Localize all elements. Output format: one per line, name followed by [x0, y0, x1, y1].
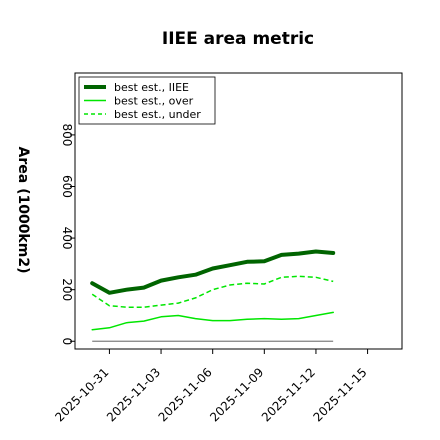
x-tick-label-4: 2025-11-12	[259, 365, 318, 424]
series-line-1	[91, 311, 334, 331]
x-tick-label-1: 2025-11-03	[104, 365, 163, 424]
x-tick-label-0: 2025-10-31	[52, 365, 111, 424]
chart-title: IIEE area metric	[162, 29, 314, 49]
x-tick-label-3: 2025-11-09	[207, 365, 266, 424]
series-line-2	[91, 275, 334, 308]
x-tick-label-2: 2025-11-06	[156, 365, 215, 424]
y-tick-label-4: 800	[60, 123, 74, 146]
series-line-0	[90, 249, 336, 295]
y-axis-label: Area (1000km2)	[15, 147, 31, 274]
legend-label-2: best est., under	[114, 108, 201, 121]
legend-label-1: best est., over	[114, 95, 194, 108]
y-tick-label-1: 200	[60, 278, 74, 301]
x-tick-label-5: 2025-11-15	[310, 365, 369, 424]
y-tick-label-3: 600	[60, 175, 74, 198]
y-tick-label-0: 0	[60, 337, 74, 345]
plot-frame	[74, 72, 403, 350]
legend-label-0: best est., IIEE	[114, 81, 189, 94]
y-tick-label-2: 400	[60, 227, 74, 250]
